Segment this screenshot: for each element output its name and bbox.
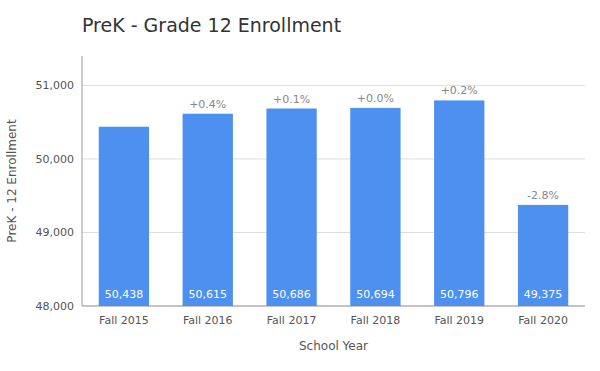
pct-change-label: -2.8% <box>527 189 559 202</box>
x-axis-label: School Year <box>299 339 368 353</box>
bar <box>99 127 149 306</box>
chart-svg: 48,000 49,000 50,000 51,000 50,438 50,615 50,6… <box>0 0 600 371</box>
value-label: 50,438 <box>105 288 144 301</box>
y-tick-label: 51,000 <box>36 79 75 92</box>
value-label: 49,375 <box>524 288 563 301</box>
chart-title: PreK - Grade 12 Enrollment <box>82 14 341 36</box>
bar <box>183 114 233 306</box>
value-label: 50,615 <box>189 288 228 301</box>
y-tick-label: 50,000 <box>36 153 75 166</box>
pct-change-label: +0.0% <box>357 92 394 105</box>
y-axis-line <box>82 56 83 306</box>
grid-line <box>82 232 585 233</box>
pct-change-label: +0.1% <box>273 93 310 106</box>
grid <box>82 85 585 306</box>
bars <box>99 100 568 306</box>
x-tick-label: Fall 2017 <box>267 314 317 327</box>
grid-line <box>82 158 585 159</box>
y-tick-label: 48,000 <box>36 300 75 313</box>
x-tick-label: Fall 2018 <box>351 314 401 327</box>
value-label: 50,686 <box>272 288 311 301</box>
grid-line <box>82 85 585 86</box>
grid-line <box>82 306 585 307</box>
value-label: 50,694 <box>356 288 395 301</box>
bar <box>518 205 568 306</box>
x-tick-label: Fall 2016 <box>183 314 233 327</box>
x-axis-line <box>82 306 585 307</box>
bar <box>266 109 316 307</box>
pct-change-label: +0.2% <box>441 84 478 97</box>
y-axis-label: PreK - 12 Enrollment <box>5 119 19 243</box>
x-tick-label: Fall 2020 <box>518 314 568 327</box>
bar <box>434 100 484 306</box>
pct-change-label: +0.4% <box>189 98 226 111</box>
x-tick-label: Fall 2019 <box>434 314 484 327</box>
value-label: 50,796 <box>440 288 479 301</box>
y-tick-label: 49,000 <box>36 226 75 239</box>
x-tick-label: Fall 2015 <box>99 314 149 327</box>
bar <box>350 108 400 306</box>
chart-container: 48,000 49,000 50,000 51,000 50,438 50,615 50,6… <box>0 0 600 371</box>
